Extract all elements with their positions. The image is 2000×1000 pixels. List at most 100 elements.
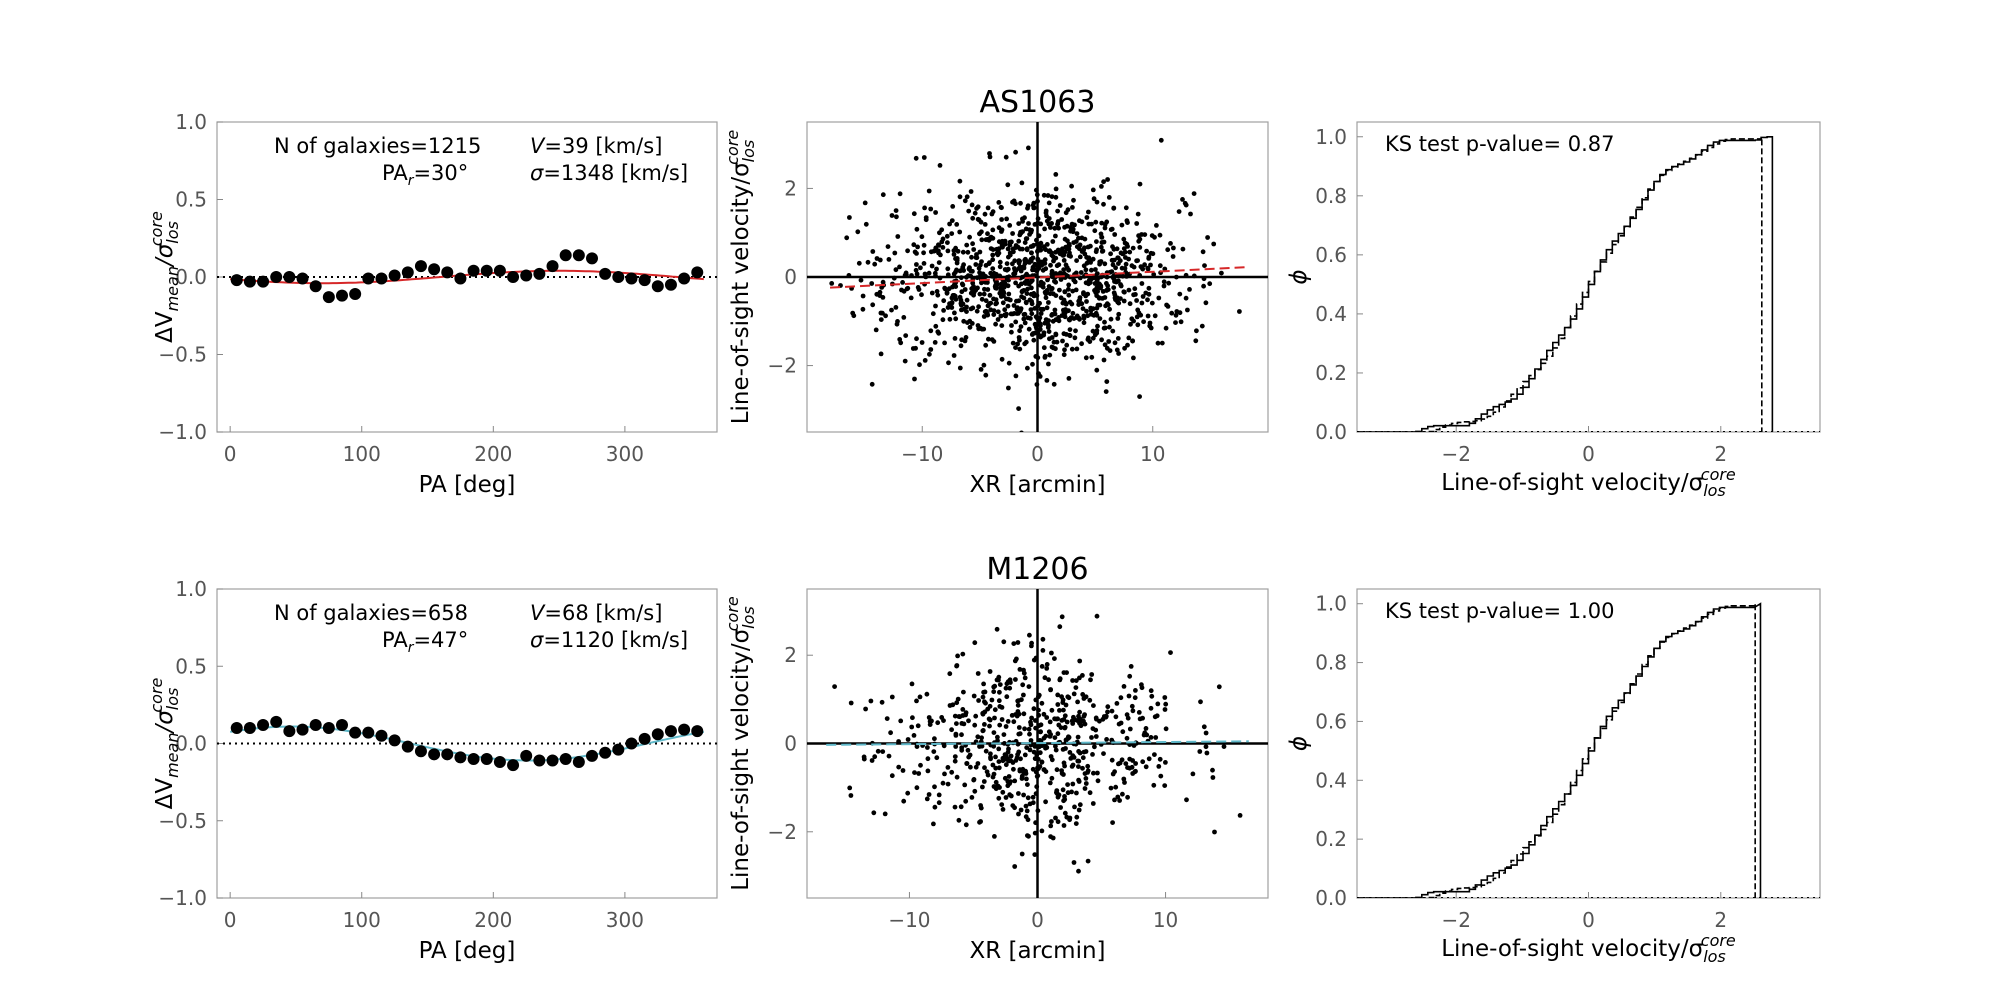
scatter-point <box>1104 737 1109 742</box>
scatter-point <box>914 262 919 267</box>
scatter-point <box>957 194 963 200</box>
scatter-point <box>1119 757 1125 763</box>
scatter-point <box>1064 719 1070 725</box>
scatter-point <box>1061 670 1067 675</box>
scatter-point <box>1026 281 1032 287</box>
scatter-point <box>1103 389 1109 394</box>
scatter-point <box>980 711 986 717</box>
scatter-point <box>1017 667 1023 672</box>
scatter-point <box>848 700 854 706</box>
scatter-point <box>1003 756 1009 762</box>
scatter-point <box>1041 192 1047 198</box>
scatter-point <box>969 795 975 800</box>
scatter-point <box>1049 650 1054 656</box>
scatter-point <box>963 712 968 718</box>
scatter-point <box>1085 763 1091 769</box>
scatter-point <box>1151 272 1157 277</box>
x-tick-label: 2 <box>1714 442 1727 466</box>
scatter-point <box>910 346 916 351</box>
x-axis-label: Line-of-sight velocity/σloscore <box>1441 931 1736 966</box>
data-point <box>454 751 467 764</box>
scatter-point <box>1156 295 1162 301</box>
scatter-point <box>981 326 987 332</box>
scatter-point <box>1148 705 1154 711</box>
y-tick-label: 0.8 <box>1315 184 1347 208</box>
scatter-point <box>1153 735 1159 740</box>
scatter-point <box>957 178 963 184</box>
scatter-point <box>1013 712 1018 717</box>
scatter-point <box>1013 345 1018 350</box>
x-axis-label: PA [deg] <box>419 938 516 964</box>
scatter-point <box>942 771 947 777</box>
scatter-point <box>976 698 981 703</box>
scatter-point <box>1015 698 1021 704</box>
data-point <box>467 752 480 765</box>
scatter-point <box>879 285 885 290</box>
scatter-point <box>968 189 974 194</box>
scatter-point <box>1011 719 1017 725</box>
data-point <box>401 740 414 753</box>
scatter-point <box>1053 331 1059 337</box>
scatter-point <box>1011 303 1017 308</box>
data-point <box>336 289 348 302</box>
scatter-point <box>1135 211 1141 217</box>
scatter-point <box>1142 731 1147 737</box>
scatter-point <box>1008 311 1014 317</box>
scatter-point <box>1079 219 1085 225</box>
scatter-point <box>944 290 950 295</box>
scatter-point <box>1090 187 1096 193</box>
scatter-point <box>884 716 890 721</box>
scatter-point <box>1079 235 1085 241</box>
scatter-point <box>894 214 899 220</box>
scatter-point <box>1023 299 1029 305</box>
scatter-point <box>995 317 1001 322</box>
x-tick-label: 10 <box>1153 908 1178 932</box>
scatter-point <box>970 268 975 274</box>
scatter-point <box>1101 239 1107 245</box>
scatter-point <box>1070 678 1075 683</box>
scatter-point <box>1084 299 1089 304</box>
scatter-point <box>1010 246 1016 252</box>
scatter-point <box>951 252 957 257</box>
scatter-point <box>973 287 979 293</box>
scatter-point <box>1018 230 1023 235</box>
scatter-point <box>1053 279 1059 285</box>
scatter-point <box>921 261 927 266</box>
scatter-point <box>923 215 929 221</box>
scatter-point <box>874 256 880 261</box>
data-point <box>230 274 243 287</box>
scatter-point <box>1146 291 1152 297</box>
scatter-point <box>1075 699 1080 705</box>
scatter-point <box>982 689 988 695</box>
scatter-point <box>1064 332 1069 337</box>
y-tick-label: −2 <box>768 354 797 378</box>
scatter-point <box>1115 299 1120 305</box>
scatter-point <box>1039 700 1045 706</box>
scatter-point <box>1062 236 1068 242</box>
scatter-point <box>1111 257 1117 263</box>
scatter-point <box>944 233 950 239</box>
scatter-point <box>1128 321 1133 327</box>
scatter-point <box>941 298 947 304</box>
scatter-point <box>1221 744 1227 749</box>
x-tick-label: 100 <box>343 908 381 932</box>
scatter-point <box>1216 684 1222 690</box>
scatter-point <box>1037 374 1043 379</box>
scatter-point <box>1013 758 1019 763</box>
y-tick-label: 1.0 <box>175 577 207 601</box>
scatter-point <box>947 316 953 322</box>
data-point <box>362 272 375 285</box>
scatter-point <box>979 237 985 243</box>
scatter-point <box>1124 735 1130 741</box>
scatter-point <box>1148 688 1154 694</box>
scatter-point <box>996 746 1002 752</box>
scatter-point <box>1022 752 1028 758</box>
scatter-point <box>986 261 992 267</box>
y-tick-label: 0.2 <box>1315 361 1347 385</box>
data-point <box>507 759 520 772</box>
scatter-point <box>1180 246 1186 252</box>
scatter-point <box>1043 799 1048 805</box>
scatter-point <box>997 264 1003 270</box>
panel-as1063-pa: 0 100 200 300 −1.0 −0.5 0.0 0.5 1.0 N of galaxies… <box>147 110 718 498</box>
scatter-point <box>1016 406 1021 411</box>
